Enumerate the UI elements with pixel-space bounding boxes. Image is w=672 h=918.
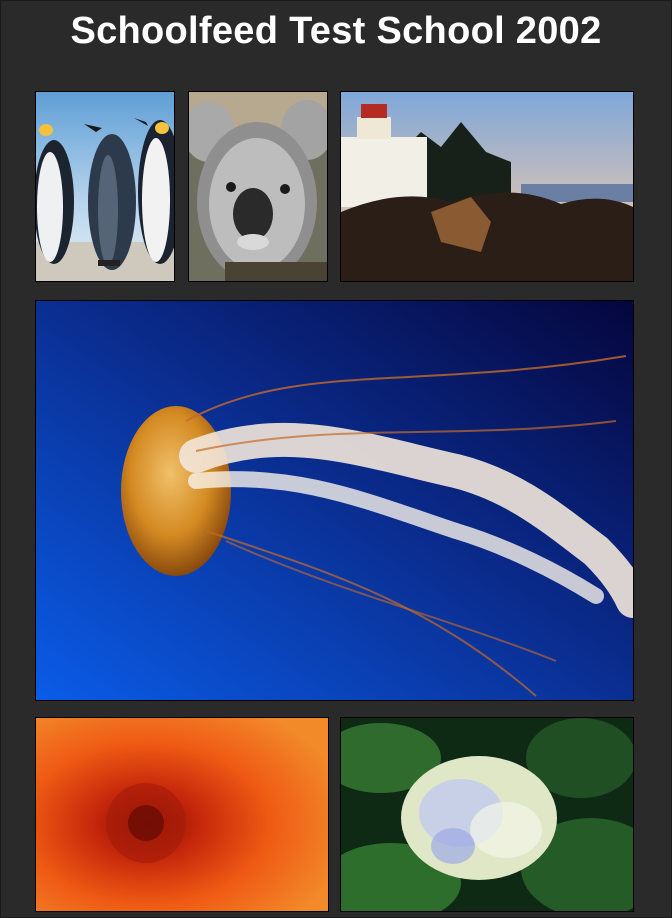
photo-koala[interactable]: [188, 91, 328, 282]
photo-lighthouse[interactable]: [340, 91, 634, 282]
photo-penguins[interactable]: [35, 91, 175, 282]
jellyfish-image: [36, 301, 633, 700]
photo-jellyfish[interactable]: [35, 300, 634, 701]
lighthouse-image: [341, 92, 633, 281]
page-title: Schoolfeed Test School 2002: [70, 10, 602, 52]
koala-image: [189, 92, 327, 281]
chrysanthemum-image: [36, 718, 328, 911]
photo-chrysanthemum[interactable]: [35, 717, 329, 912]
photo-hydrangeas[interactable]: [340, 717, 634, 912]
penguins-image: [36, 92, 174, 281]
hydrangeas-image: [341, 718, 633, 911]
